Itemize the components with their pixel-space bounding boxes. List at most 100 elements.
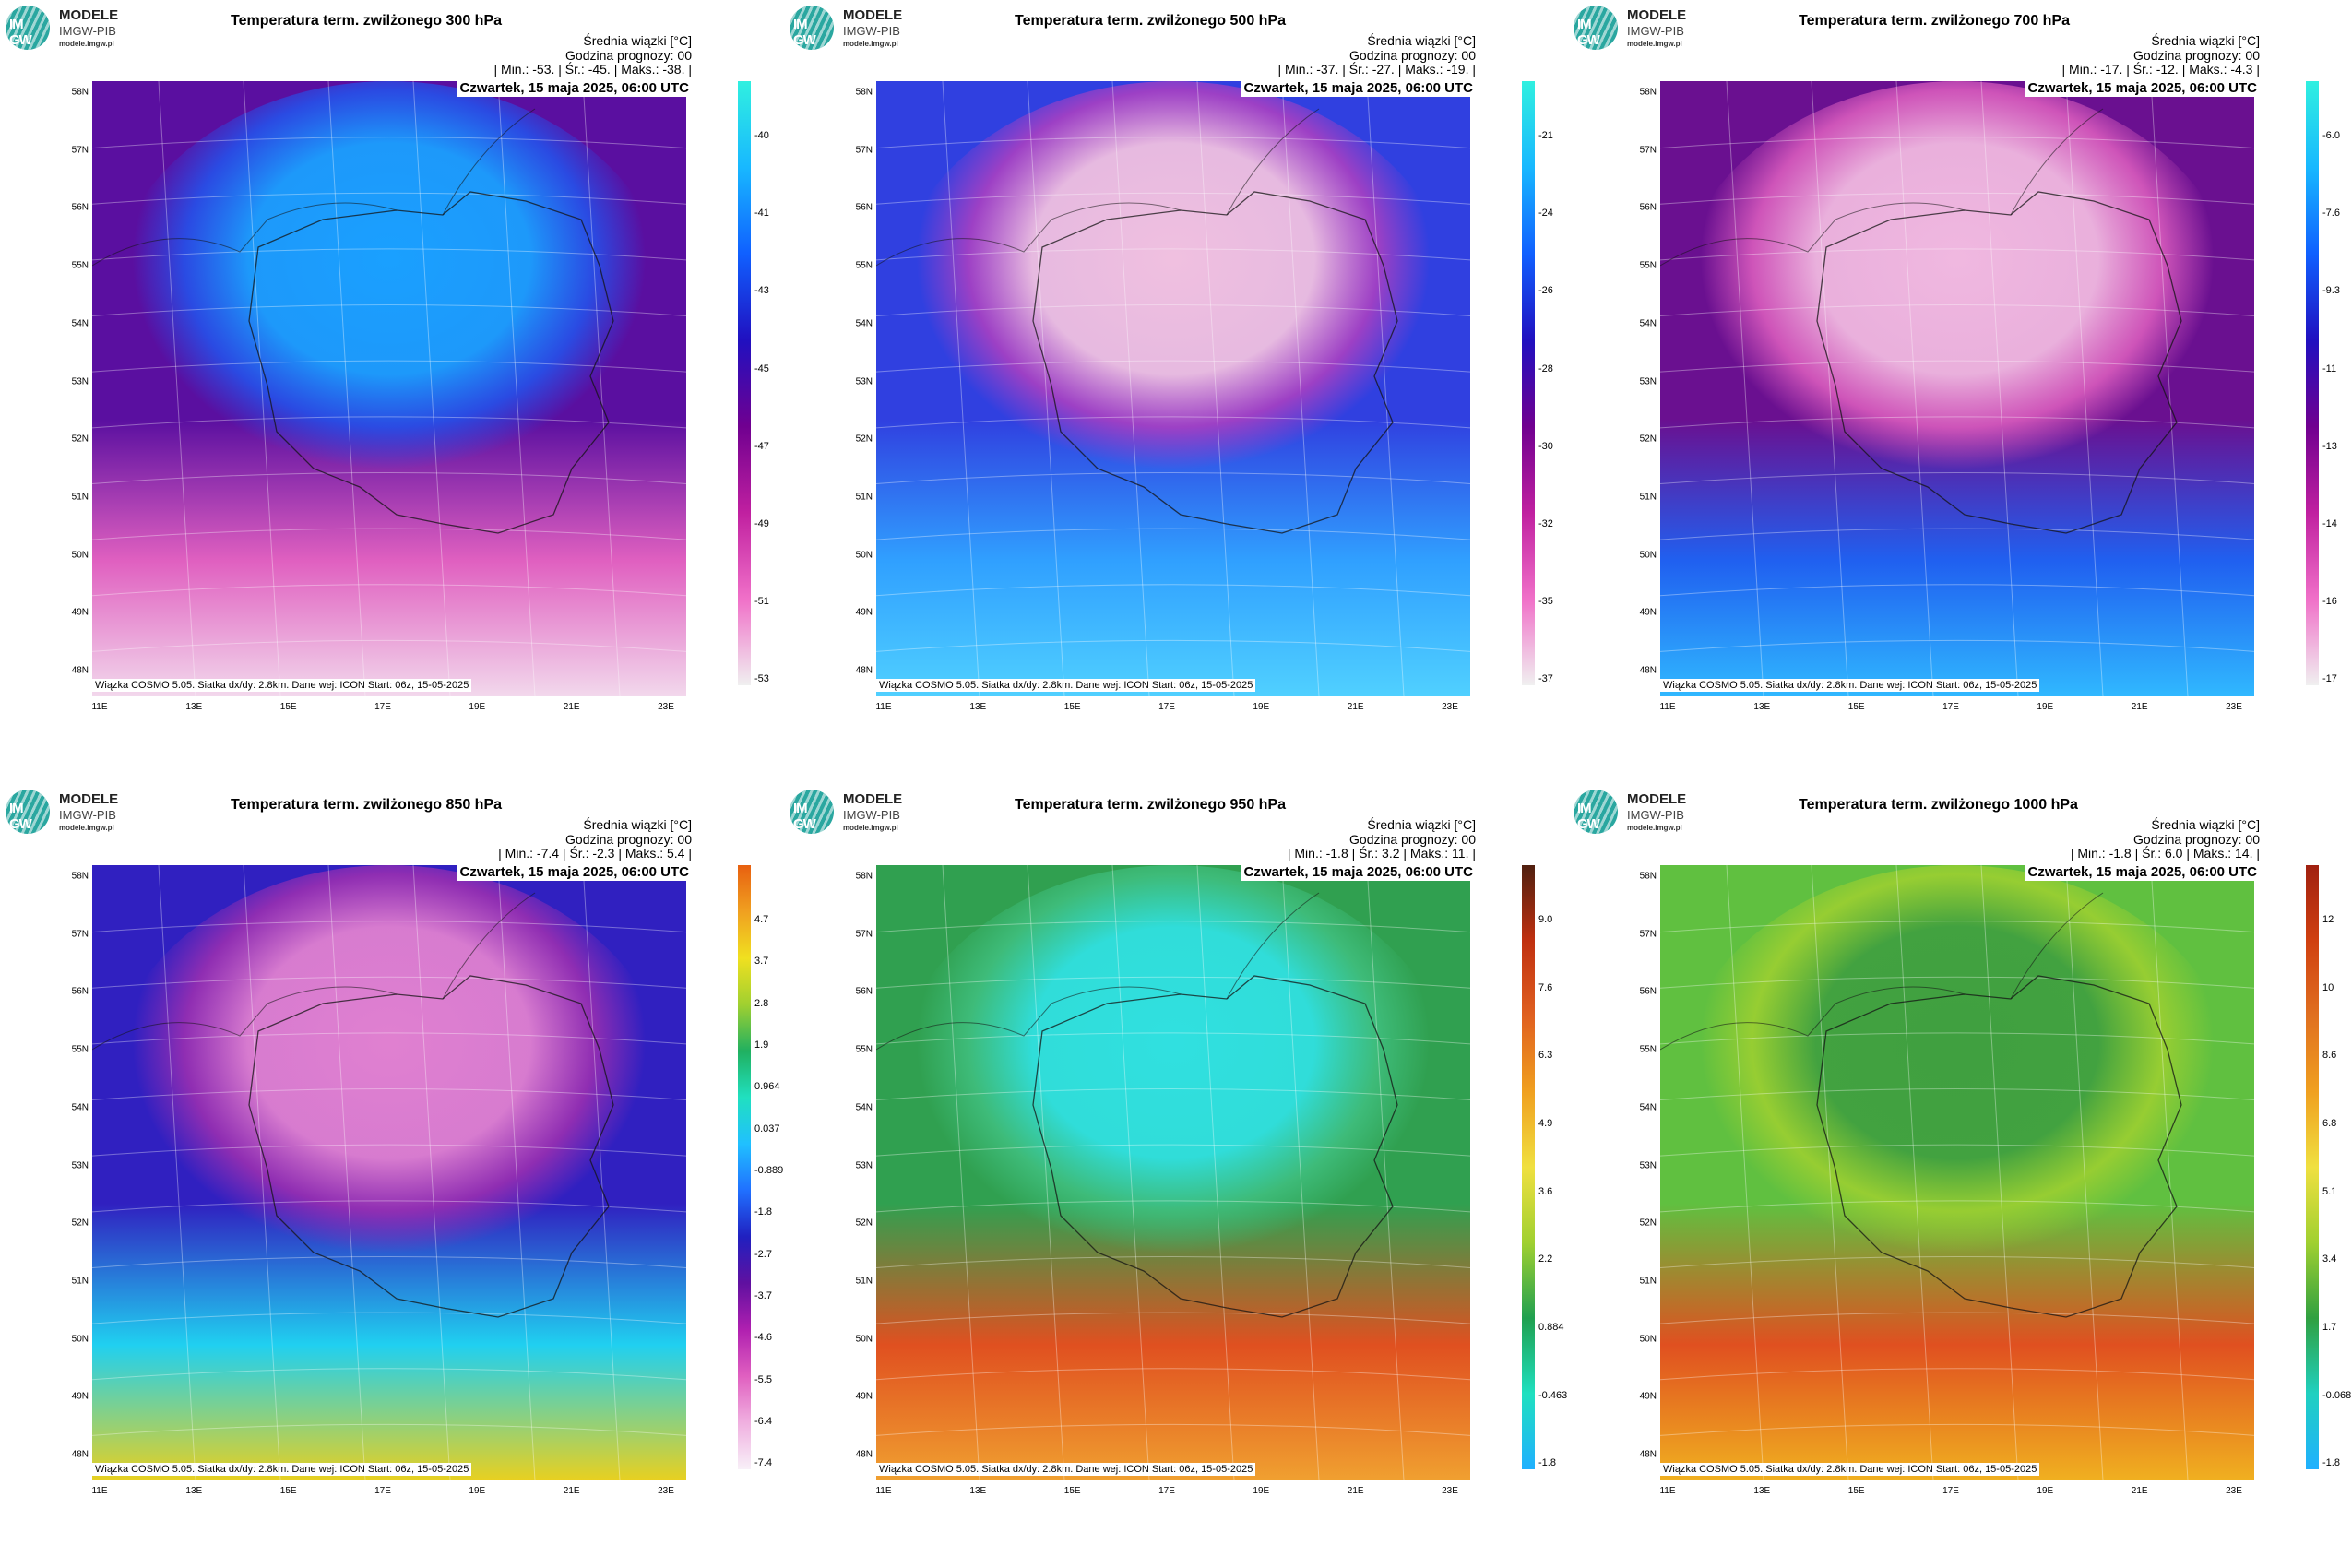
logo-org: IMGW-PIB xyxy=(59,24,116,38)
meridian-line xyxy=(2065,865,2104,1480)
parallel-line xyxy=(876,976,1470,989)
logo-mark-icon: IM GW xyxy=(6,790,50,834)
logo-letters-bottom: GW xyxy=(9,32,32,48)
parallel-line xyxy=(92,639,686,652)
logo-letters-bottom: GW xyxy=(1577,32,1600,48)
longitude-label: 17E xyxy=(374,1486,391,1496)
logo-letters-top: IM xyxy=(793,801,808,816)
logo-letters-top: IM xyxy=(9,17,24,32)
logo-letters: IM GW xyxy=(1577,801,1600,832)
latitude-label: 52N xyxy=(855,434,873,445)
panel-title: Temperatura term. zwilżonego 1000 hPa xyxy=(1799,797,2078,813)
parallel-line xyxy=(876,1144,1470,1157)
colorbar-tick-label: -37 xyxy=(1538,673,1553,685)
logo-mark-icon: IM GW xyxy=(6,6,50,50)
map-field xyxy=(876,81,1470,696)
colorbar-tick-label: -0.889 xyxy=(754,1165,784,1177)
imgw-logo: IM GW MODELE IMGW-PIB modele.imgw.pl xyxy=(790,790,937,834)
latitude-label: 53N xyxy=(855,1160,873,1170)
colorbar-tick-label: -16 xyxy=(2322,596,2337,608)
model-info-footer: Wiązka COSMO 5.05. Siatka dx/dy: 2.8km. … xyxy=(1660,679,2040,692)
meridian-line xyxy=(1111,81,1150,696)
meridian-line xyxy=(1366,81,1405,696)
logo-mark-icon: IM GW xyxy=(790,6,834,50)
longitude-label: 11E xyxy=(875,1486,892,1496)
logo-letters-bottom: GW xyxy=(1577,816,1600,832)
latitude-label: 56N xyxy=(1639,202,1657,213)
colorbar-tick-label: -51 xyxy=(754,596,769,608)
latitude-label: 49N xyxy=(1639,1391,1657,1402)
latitude-label: 58N xyxy=(855,871,873,882)
colorbar-tick-label: -9.3 xyxy=(2322,285,2340,297)
colorbar xyxy=(738,865,751,1469)
meridian-line xyxy=(1811,865,1849,1480)
parallel-line xyxy=(1660,1144,2254,1157)
latitude-label: 57N xyxy=(71,145,89,156)
colorbar-tick-label: 4.7 xyxy=(754,913,769,925)
logo-org: IMGW-PIB xyxy=(1627,24,1684,38)
latitude-label: 53N xyxy=(1639,1160,1657,1170)
latitude-label: 51N xyxy=(71,492,89,503)
logo-stripes xyxy=(1574,790,1618,834)
logo-url: modele.imgw.pl xyxy=(1627,40,1682,48)
longitude-label: 17E xyxy=(374,702,391,712)
logo-letters: IM GW xyxy=(1577,17,1600,48)
logo-mark-icon: IM GW xyxy=(1574,6,1618,50)
parallel-line xyxy=(92,1144,686,1157)
meridian-line xyxy=(2150,81,2189,696)
parallel-line xyxy=(92,192,686,205)
parallel-line xyxy=(1660,192,2254,205)
colorbar-tick-label: -28 xyxy=(1538,362,1553,374)
longitude-label: 11E xyxy=(1659,702,1676,712)
forecast-hour: Godzina prognozy: 00 xyxy=(565,48,692,63)
latitude-label: 55N xyxy=(855,260,873,271)
colorbar-tick-label: -47 xyxy=(754,440,769,452)
colorbar-tick-label: -1.8 xyxy=(2322,1457,2340,1469)
field-core xyxy=(1671,81,2243,549)
parallel-line xyxy=(1660,1032,2254,1045)
logo-letters-top: IM xyxy=(793,17,808,32)
imgw-logo: IM GW MODELE IMGW-PIB modele.imgw.pl xyxy=(790,6,937,50)
forecast-date: Czwartek, 15 maja 2025, 06:00 UTC xyxy=(1241,863,1476,881)
longitude-label: 17E xyxy=(1942,1486,1959,1496)
map-field xyxy=(1660,81,2254,696)
parallel-line xyxy=(92,1312,686,1324)
longitude-label: 19E xyxy=(1253,1486,1270,1496)
colorbar-tick-label: -13 xyxy=(2322,440,2337,452)
coastline xyxy=(1660,108,2104,267)
meridian-line xyxy=(1811,81,1849,696)
stats-line: | Min.: -17. | Śr.: -12. | Maks.: -4.3 | xyxy=(2061,62,2261,77)
latitude-label: 54N xyxy=(1639,318,1657,329)
latitude-label: 57N xyxy=(71,929,89,940)
parallel-line xyxy=(92,248,686,261)
colorbar-tick-label: -5.5 xyxy=(754,1373,772,1385)
longitude-label: 23E xyxy=(2226,1486,2242,1496)
latitude-label: 53N xyxy=(71,376,89,386)
map-panel: IM GW MODELE IMGW-PIB modele.imgw.pl Temperat… xyxy=(1568,784,2352,1568)
latitude-label: 51N xyxy=(1639,492,1657,503)
latitude-label: 51N xyxy=(855,1276,873,1287)
longitude-label: 19E xyxy=(1253,702,1270,712)
parallel-line xyxy=(876,1200,1470,1213)
latitude-label: 55N xyxy=(1639,1044,1657,1055)
colorbar-tick-label: 6.3 xyxy=(1538,1050,1553,1062)
latitude-label: 56N xyxy=(855,202,873,213)
colorbar-tick-label: 4.9 xyxy=(1538,1118,1553,1129)
temperature-map: 58N 57N 56N 55N 54N 53N 52N 51N 50N 49N 48N 11E 13E 1… xyxy=(856,865,1470,1496)
colorbar-tick-label: -0.463 xyxy=(1538,1389,1568,1401)
longitude-label: 19E xyxy=(469,702,486,712)
logo-name: MODELE xyxy=(1627,7,1687,23)
parallel-line xyxy=(876,639,1470,652)
latitude-label: 50N xyxy=(855,550,873,561)
mean-label: Średnia wiązki [°C] xyxy=(2151,33,2260,48)
logo-name: MODELE xyxy=(59,791,119,807)
parallel-line xyxy=(1660,1368,2254,1381)
logo-name: MODELE xyxy=(59,7,119,23)
stats-line: | Min.: -53. | Śr.: -45. | Maks.: -38. | xyxy=(493,62,693,77)
latitude-label: 56N xyxy=(71,986,89,997)
longitude-label: 13E xyxy=(1753,1486,1771,1496)
stats-line: | Min.: -1.8 | Śr.: 3.2 | Maks.: 11. | xyxy=(1287,846,1476,861)
latitude-label: 55N xyxy=(71,1044,89,1055)
logo-url: modele.imgw.pl xyxy=(59,40,114,48)
meridian-line xyxy=(2065,81,2104,696)
